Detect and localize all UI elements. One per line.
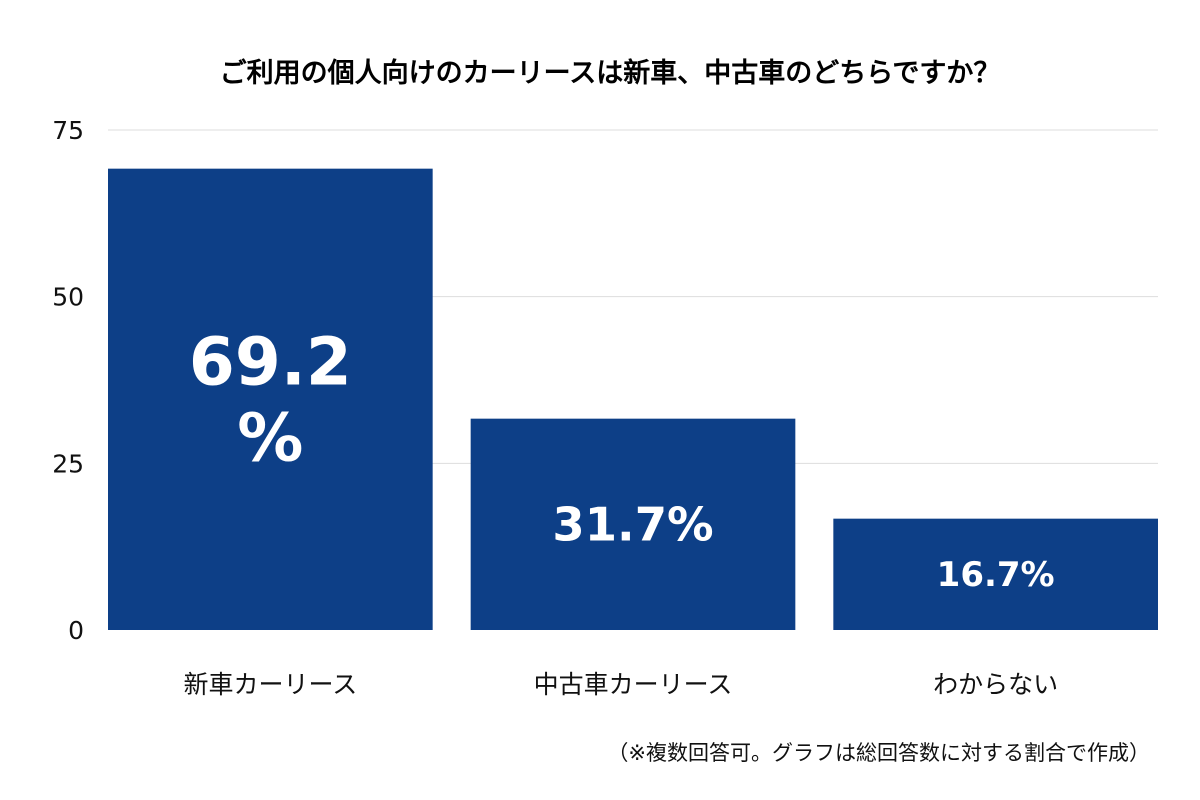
y-tick-label: 25 xyxy=(52,449,84,478)
bar-data-label: 16.7% xyxy=(937,555,1055,595)
y-tick-label: 75 xyxy=(52,116,84,145)
y-tick-label: 0 xyxy=(68,616,84,645)
bars xyxy=(108,168,1158,630)
category-labels: 新車カーリース 中古車カーリース わからない xyxy=(183,670,1058,699)
category-label: 新車カーリース xyxy=(183,670,357,699)
category-label: 中古車カーリース xyxy=(534,670,733,699)
bar-data-label: % xyxy=(237,399,303,476)
y-tick-label: 50 xyxy=(52,283,84,312)
bar xyxy=(108,168,433,630)
bar-data-labels: 69.2% 31.7% 16.7% xyxy=(189,323,1055,595)
bar-data-label: 69.2 xyxy=(189,323,352,400)
bar xyxy=(833,518,1158,630)
y-axis-tick-labels: 0 25 50 75 xyxy=(52,116,84,645)
bar xyxy=(470,418,796,630)
category-label: わからない xyxy=(933,670,1058,699)
chart-title: ご利用の個人向けのカーリースは新車、中古車のどちらですか？ xyxy=(220,57,1001,89)
footnote: （※複数回答可。グラフは総回答数に対する割合で作成） xyxy=(607,741,1150,765)
bar-data-label: 31.7% xyxy=(552,498,713,552)
